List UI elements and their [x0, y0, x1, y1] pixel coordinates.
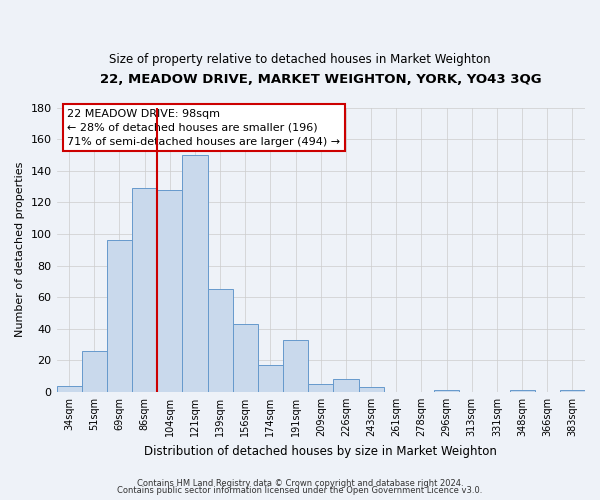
Bar: [359, 387, 383, 392]
Y-axis label: Number of detached properties: Number of detached properties: [15, 162, 25, 338]
Bar: [182, 155, 208, 392]
X-axis label: Distribution of detached houses by size in Market Weighton: Distribution of detached houses by size …: [145, 444, 497, 458]
Bar: [434, 390, 459, 392]
Text: Size of property relative to detached houses in Market Weighton: Size of property relative to detached ho…: [109, 52, 491, 66]
Bar: [107, 240, 132, 392]
Bar: [132, 188, 157, 392]
Title: 22, MEADOW DRIVE, MARKET WEIGHTON, YORK, YO43 3QG: 22, MEADOW DRIVE, MARKET WEIGHTON, YORK,…: [100, 72, 542, 86]
Bar: [334, 380, 359, 392]
Text: Contains HM Land Registry data © Crown copyright and database right 2024.: Contains HM Land Registry data © Crown c…: [137, 478, 463, 488]
Bar: [308, 384, 334, 392]
Bar: [258, 365, 283, 392]
Bar: [233, 324, 258, 392]
Text: Contains public sector information licensed under the Open Government Licence v3: Contains public sector information licen…: [118, 486, 482, 495]
Bar: [509, 390, 535, 392]
Text: 22 MEADOW DRIVE: 98sqm
← 28% of detached houses are smaller (196)
71% of semi-de: 22 MEADOW DRIVE: 98sqm ← 28% of detached…: [67, 109, 340, 147]
Bar: [56, 386, 82, 392]
Bar: [560, 390, 585, 392]
Bar: [157, 190, 182, 392]
Bar: [82, 351, 107, 392]
Bar: [283, 340, 308, 392]
Bar: [208, 289, 233, 392]
